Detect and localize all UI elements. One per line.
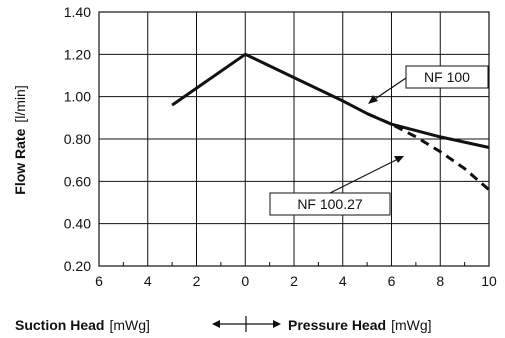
series-line-nf100: [171, 52, 490, 149]
x-tick-label: 4: [339, 273, 347, 289]
x-tick-label: 6: [95, 273, 103, 289]
data-series: [171, 52, 490, 191]
y-tick-label: 1.40: [64, 4, 91, 20]
grid-lines: [98, 11, 490, 267]
series-line-nf10027: [366, 112, 490, 191]
callout-box-nf100: [405, 65, 489, 89]
direction-arrows: [212, 316, 281, 332]
y-tick-label: 1.20: [64, 46, 91, 62]
right-arrowhead: [273, 320, 281, 328]
y-axis-title-bold: Flow Rate: [12, 128, 28, 194]
x-axis-title-suction: Suction Head [mWg]: [15, 317, 150, 333]
y-axis-title: Flow Rate [l/min]: [12, 85, 28, 194]
x-tick-label: 8: [436, 273, 444, 289]
left-arrowhead: [212, 320, 220, 328]
suction-head-bold: Suction Head: [15, 317, 104, 333]
x-tick-label: 4: [144, 273, 152, 289]
x-tick-label: 10: [481, 273, 497, 289]
y-tick-label: 1.00: [64, 89, 91, 105]
y-tick-label: 0.40: [64, 216, 91, 232]
x-tick-label: 2: [290, 273, 298, 289]
x-axis-title-pressure: Pressure Head [mWg]: [288, 317, 432, 333]
x-tick-labels: 6 4 2 0 2 4 6 8 10: [95, 273, 497, 289]
y-tick-labels: 0.20 0.40 0.60 0.80 1.00 1.20 1.40: [64, 4, 91, 274]
plot-frame: [98, 11, 490, 267]
x-tick-label: 0: [241, 273, 249, 289]
x-tick-label: 6: [388, 273, 396, 289]
y-tick-label: 0.20: [64, 258, 91, 274]
callout-arrowhead-nf100: [368, 95, 378, 104]
pressure-head-unit: [mWg]: [391, 317, 431, 333]
suction-head-unit: [mWg]: [109, 317, 149, 333]
y-tick-label: 0.60: [64, 173, 91, 189]
callout-arrowhead-nf10027: [394, 156, 404, 163]
callout-label-nf10027: NF 100.27: [297, 196, 363, 212]
y-tick-label: 0.80: [64, 131, 91, 147]
callout-arrow-nf100: [371, 77, 407, 102]
callout-arrow-nf10027: [329, 157, 401, 194]
pressure-head-bold: Pressure Head: [288, 317, 386, 333]
x-tick-label: 2: [193, 273, 201, 289]
callout-label-nf100: NF 100: [424, 69, 470, 85]
y-axis-title-unit: [l/min]: [12, 85, 28, 122]
